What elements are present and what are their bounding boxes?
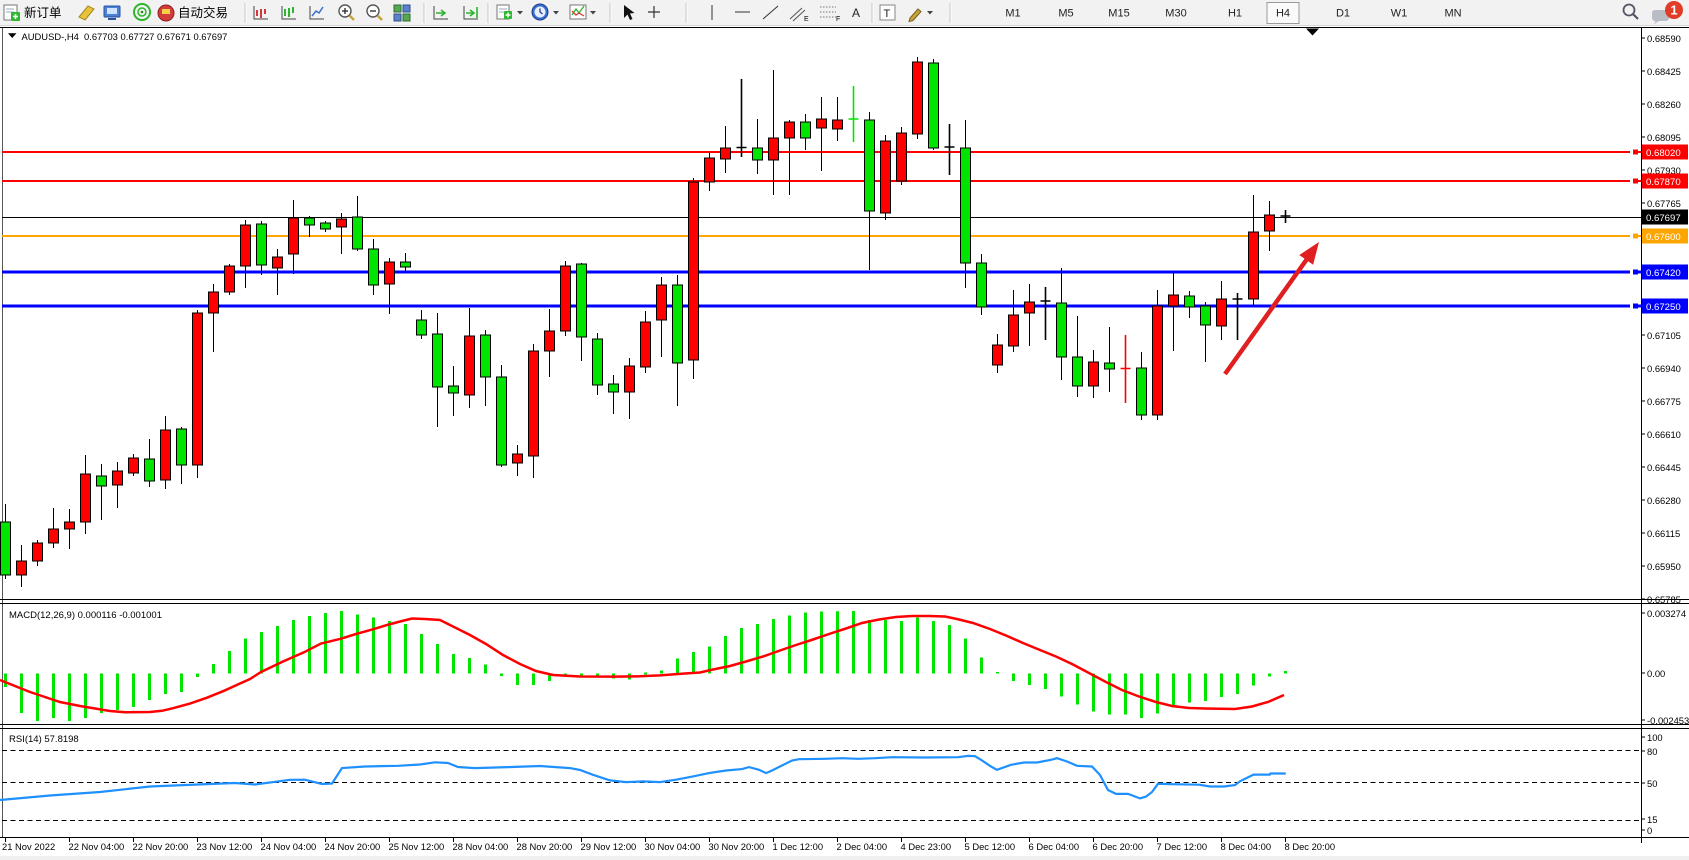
svg-text:F: F (836, 16, 840, 23)
svg-text:0.67600: 0.67600 (1646, 232, 1681, 243)
svg-text:0.66445: 0.66445 (1647, 462, 1681, 473)
svg-text:50: 50 (1647, 778, 1657, 789)
svg-text:29 Nov 12:00: 29 Nov 12:00 (581, 841, 637, 852)
svg-text:80: 80 (1647, 746, 1657, 757)
svg-text:30 Nov 20:00: 30 Nov 20:00 (709, 841, 765, 852)
svg-text:0.68020: 0.68020 (1646, 148, 1681, 159)
svg-text:0.66775: 0.66775 (1647, 396, 1681, 407)
svg-text:D1: D1 (1336, 8, 1350, 20)
svg-text:0.66115: 0.66115 (1647, 528, 1680, 539)
svg-text:8 Dec 20:00: 8 Dec 20:00 (1285, 841, 1336, 852)
svg-text:1: 1 (1670, 3, 1677, 18)
svg-text:22 Nov 04:00: 22 Nov 04:00 (69, 841, 125, 852)
svg-text:A: A (852, 6, 860, 20)
svg-text:0.66610: 0.66610 (1647, 429, 1681, 440)
svg-text:30 Nov 04:00: 30 Nov 04:00 (645, 841, 701, 852)
svg-text:T: T (884, 8, 891, 20)
svg-text:0.65950: 0.65950 (1647, 561, 1681, 572)
svg-text:新订单: 新订单 (24, 5, 62, 20)
svg-text:0.65785: 0.65785 (1647, 594, 1681, 605)
svg-text:0.66940: 0.66940 (1647, 363, 1681, 374)
svg-text:-0.002453: -0.002453 (1647, 715, 1689, 726)
svg-text:8 Dec 04:00: 8 Dec 04:00 (1221, 841, 1272, 852)
svg-text:0.68425: 0.68425 (1647, 66, 1681, 77)
svg-text:5 Dec 12:00: 5 Dec 12:00 (965, 841, 1016, 852)
svg-text:0.67870: 0.67870 (1646, 177, 1681, 188)
svg-text:自动交易: 自动交易 (178, 5, 228, 20)
svg-text:H1: H1 (1228, 8, 1242, 20)
svg-text:0.68260: 0.68260 (1647, 99, 1681, 110)
svg-text:M5: M5 (1058, 8, 1073, 20)
svg-text:4 Dec 23:00: 4 Dec 23:00 (901, 841, 952, 852)
svg-text:24 Nov 04:00: 24 Nov 04:00 (261, 841, 317, 852)
svg-text:100: 100 (1647, 732, 1663, 743)
svg-text:0: 0 (1647, 825, 1652, 836)
svg-text:0.67697: 0.67697 (1646, 213, 1681, 224)
svg-text:6 Dec 20:00: 6 Dec 20:00 (1093, 841, 1144, 852)
svg-text:24 Nov 20:00: 24 Nov 20:00 (325, 841, 381, 852)
svg-text:23 Nov 12:00: 23 Nov 12:00 (197, 841, 253, 852)
svg-text:H4: H4 (1276, 8, 1290, 20)
svg-text:0.67765: 0.67765 (1647, 198, 1681, 209)
svg-text:2 Dec 04:00: 2 Dec 04:00 (837, 841, 888, 852)
svg-text:W1: W1 (1391, 8, 1408, 20)
svg-text:0.67930: 0.67930 (1647, 165, 1681, 176)
svg-text:0.67420: 0.67420 (1646, 268, 1681, 279)
svg-text:AUDUSD-,H4 0.67703 0.67727 0.: AUDUSD-,H4 0.67703 0.67727 0.67671 0.676… (22, 31, 228, 42)
svg-text:0.68095: 0.68095 (1647, 132, 1681, 143)
svg-text:0.66280: 0.66280 (1647, 495, 1681, 506)
svg-text:MN: MN (1444, 8, 1461, 20)
svg-text:RSI(14) 57.8198: RSI(14) 57.8198 (9, 734, 79, 745)
svg-text:22 Nov 20:00: 22 Nov 20:00 (133, 841, 189, 852)
svg-text:M1: M1 (1005, 8, 1020, 20)
svg-text:28 Nov 20:00: 28 Nov 20:00 (517, 841, 573, 852)
svg-text:28 Nov 04:00: 28 Nov 04:00 (453, 841, 509, 852)
svg-text:M15: M15 (1108, 8, 1129, 20)
svg-text:21 Nov 2022: 21 Nov 2022 (2, 841, 55, 852)
svg-text:25 Nov 12:00: 25 Nov 12:00 (389, 841, 445, 852)
svg-text:0.67250: 0.67250 (1646, 302, 1681, 313)
svg-text:0.003274: 0.003274 (1647, 608, 1686, 619)
svg-text:0.00: 0.00 (1647, 668, 1665, 679)
svg-text:M30: M30 (1165, 8, 1186, 20)
svg-text:7 Dec 12:00: 7 Dec 12:00 (1157, 841, 1208, 852)
svg-text:1 Dec 12:00: 1 Dec 12:00 (773, 841, 824, 852)
svg-text:0.67105: 0.67105 (1647, 330, 1681, 341)
svg-text:15: 15 (1647, 814, 1657, 825)
svg-text:E: E (804, 16, 809, 23)
svg-text:MACD(12,26,9) 0.000116 -0.0010: MACD(12,26,9) 0.000116 -0.001001 (9, 610, 162, 621)
svg-text:0.68590: 0.68590 (1647, 33, 1681, 44)
svg-text:6 Dec 04:00: 6 Dec 04:00 (1029, 841, 1080, 852)
